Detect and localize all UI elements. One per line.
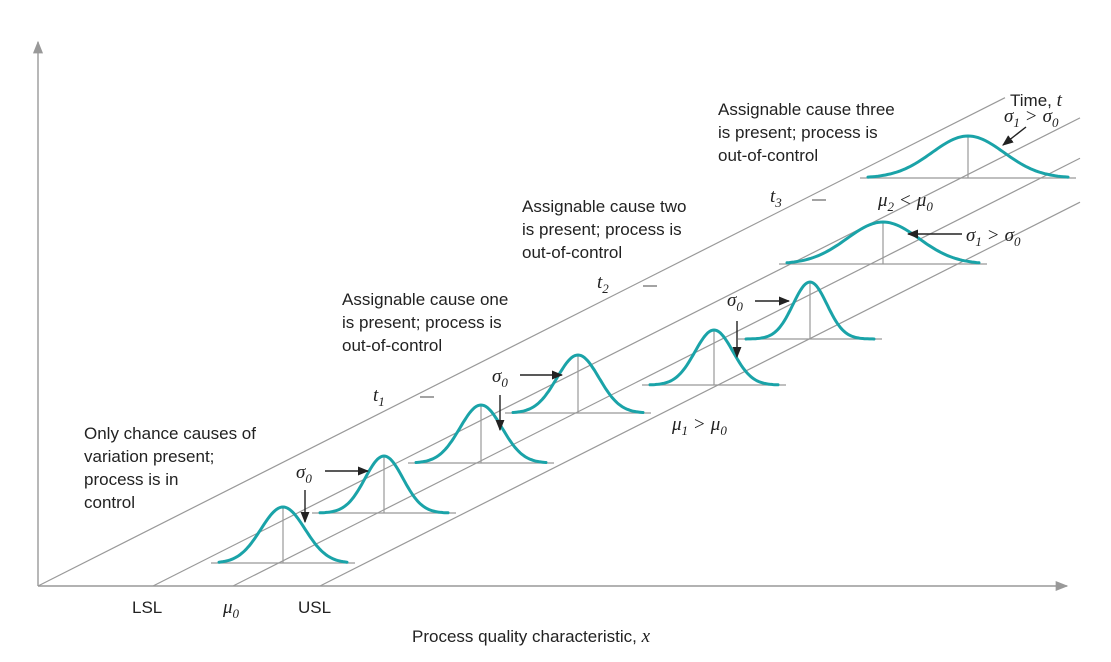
time-ticks bbox=[420, 199, 826, 398]
t1-label: t1 bbox=[373, 385, 385, 409]
normal-curve-8 bbox=[860, 134, 1076, 179]
curve-line bbox=[648, 328, 780, 387]
time-axis-label: Time, t bbox=[1010, 90, 1063, 111]
sigma-arrows bbox=[300, 126, 1027, 524]
curve-line bbox=[217, 505, 349, 564]
curve-line bbox=[744, 280, 876, 341]
sigma0-label-3: σ0 bbox=[727, 290, 743, 314]
sigma0-label-2: σ0 bbox=[492, 366, 508, 390]
curve-line bbox=[414, 403, 548, 464]
normal-curve-6 bbox=[738, 280, 882, 341]
sigma1-gt-sigma0-label-cause2: σ1 > σ0 bbox=[966, 225, 1021, 249]
diagonal-line-4 bbox=[319, 201, 1081, 587]
curve-line bbox=[866, 134, 1070, 179]
normal-curve-3 bbox=[408, 403, 554, 464]
mu1-gt-mu0-label: μ1 > μ0 bbox=[671, 414, 727, 438]
lsl-label: LSL bbox=[132, 598, 162, 617]
mu0-label: μ0 bbox=[222, 597, 240, 621]
t2-label: t2 bbox=[597, 272, 609, 296]
t3-label: t3 bbox=[770, 186, 782, 210]
sigma-arrow-8 bbox=[1002, 126, 1027, 146]
diagonal-line-1 bbox=[37, 97, 1006, 587]
normal-curve-4 bbox=[505, 353, 651, 414]
curve-line bbox=[511, 353, 645, 414]
annotation-cause-three: Assignable cause three is present; proce… bbox=[718, 100, 899, 165]
normal-curve-1 bbox=[211, 505, 355, 564]
sigma1-gt-sigma0-label-cause3: σ1 > σ0 bbox=[1004, 106, 1059, 130]
distribution-curves bbox=[211, 134, 1076, 564]
normal-curve-5 bbox=[642, 328, 786, 387]
normal-curve-2 bbox=[312, 454, 456, 515]
curve-line bbox=[785, 220, 981, 265]
curve-line bbox=[318, 454, 450, 515]
annotation-chance-causes: Only chance causes of variation present;… bbox=[84, 424, 261, 512]
normal-curve-7 bbox=[779, 220, 987, 265]
usl-label: USL bbox=[298, 598, 331, 617]
mu2-lt-mu0-label: μ2 < μ0 bbox=[877, 190, 933, 214]
annotation-cause-one: Assignable cause one is present; process… bbox=[342, 290, 513, 355]
sigma0-label-1: σ0 bbox=[296, 462, 312, 486]
diagonal-lines bbox=[37, 97, 1081, 587]
diagonal-line-3 bbox=[232, 157, 1081, 587]
x-axis-label: Process quality characteristic, x bbox=[412, 626, 651, 647]
annotation-cause-two: Assignable cause two is present; process… bbox=[522, 197, 691, 262]
diagonal-line-2 bbox=[152, 117, 1081, 587]
